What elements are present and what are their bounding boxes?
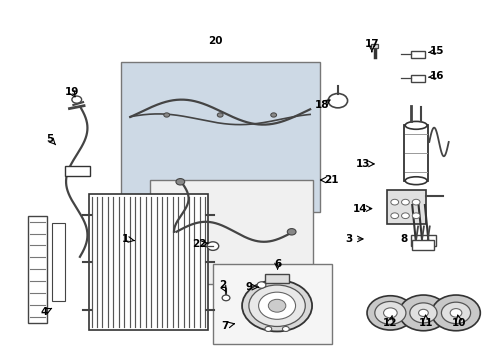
- Bar: [264, 274, 288, 283]
- Text: 14: 14: [352, 203, 367, 213]
- Bar: [212, 264, 331, 344]
- Circle shape: [206, 242, 218, 250]
- Circle shape: [248, 285, 305, 327]
- Text: 8: 8: [400, 234, 407, 244]
- Text: 16: 16: [429, 71, 444, 81]
- Bar: [149, 180, 312, 284]
- Circle shape: [366, 296, 413, 330]
- Text: 9: 9: [245, 282, 252, 292]
- Circle shape: [270, 113, 276, 117]
- Circle shape: [287, 229, 295, 235]
- Circle shape: [383, 308, 396, 318]
- Bar: [411, 240, 433, 249]
- Text: 11: 11: [418, 318, 433, 328]
- Circle shape: [327, 94, 347, 108]
- Bar: [28, 216, 46, 323]
- Text: 7: 7: [221, 321, 228, 331]
- Text: 13: 13: [355, 159, 369, 169]
- Circle shape: [222, 295, 229, 301]
- Text: 5: 5: [46, 134, 54, 144]
- Circle shape: [441, 302, 469, 324]
- Text: 10: 10: [451, 318, 466, 328]
- Text: 20: 20: [208, 36, 222, 46]
- Circle shape: [72, 96, 81, 103]
- Circle shape: [418, 309, 427, 316]
- Bar: [89, 194, 207, 330]
- Bar: [386, 190, 425, 224]
- Bar: [410, 75, 424, 82]
- Circle shape: [268, 299, 285, 312]
- Circle shape: [282, 327, 288, 332]
- Circle shape: [449, 309, 461, 317]
- Circle shape: [411, 199, 419, 205]
- Text: 19: 19: [64, 87, 79, 97]
- Text: 18: 18: [314, 100, 329, 110]
- Text: 1: 1: [122, 234, 129, 244]
- Bar: [52, 223, 64, 301]
- Circle shape: [411, 213, 419, 219]
- Text: 6: 6: [273, 259, 281, 269]
- Bar: [371, 44, 377, 48]
- Circle shape: [217, 113, 223, 117]
- Bar: [120, 62, 319, 212]
- Text: 3: 3: [345, 234, 352, 244]
- Circle shape: [242, 280, 311, 332]
- Circle shape: [163, 113, 169, 117]
- Circle shape: [409, 303, 436, 323]
- Text: 22: 22: [192, 239, 206, 249]
- Circle shape: [374, 301, 405, 324]
- Circle shape: [401, 199, 408, 205]
- Bar: [403, 125, 427, 181]
- Text: 12: 12: [382, 318, 397, 328]
- Ellipse shape: [405, 121, 426, 129]
- Circle shape: [257, 282, 265, 288]
- Circle shape: [176, 179, 184, 185]
- Circle shape: [398, 295, 447, 331]
- Text: 15: 15: [429, 46, 444, 57]
- Bar: [64, 166, 90, 176]
- Text: 17: 17: [364, 39, 378, 49]
- Circle shape: [431, 295, 479, 331]
- Text: 2: 2: [219, 280, 226, 291]
- Bar: [410, 51, 424, 58]
- Text: 4: 4: [40, 307, 47, 317]
- Circle shape: [390, 199, 398, 205]
- Circle shape: [390, 213, 398, 219]
- Text: 21: 21: [323, 175, 338, 185]
- Circle shape: [401, 213, 408, 219]
- Circle shape: [264, 327, 271, 332]
- Ellipse shape: [405, 177, 426, 185]
- Circle shape: [258, 292, 295, 319]
- Bar: [410, 235, 435, 246]
